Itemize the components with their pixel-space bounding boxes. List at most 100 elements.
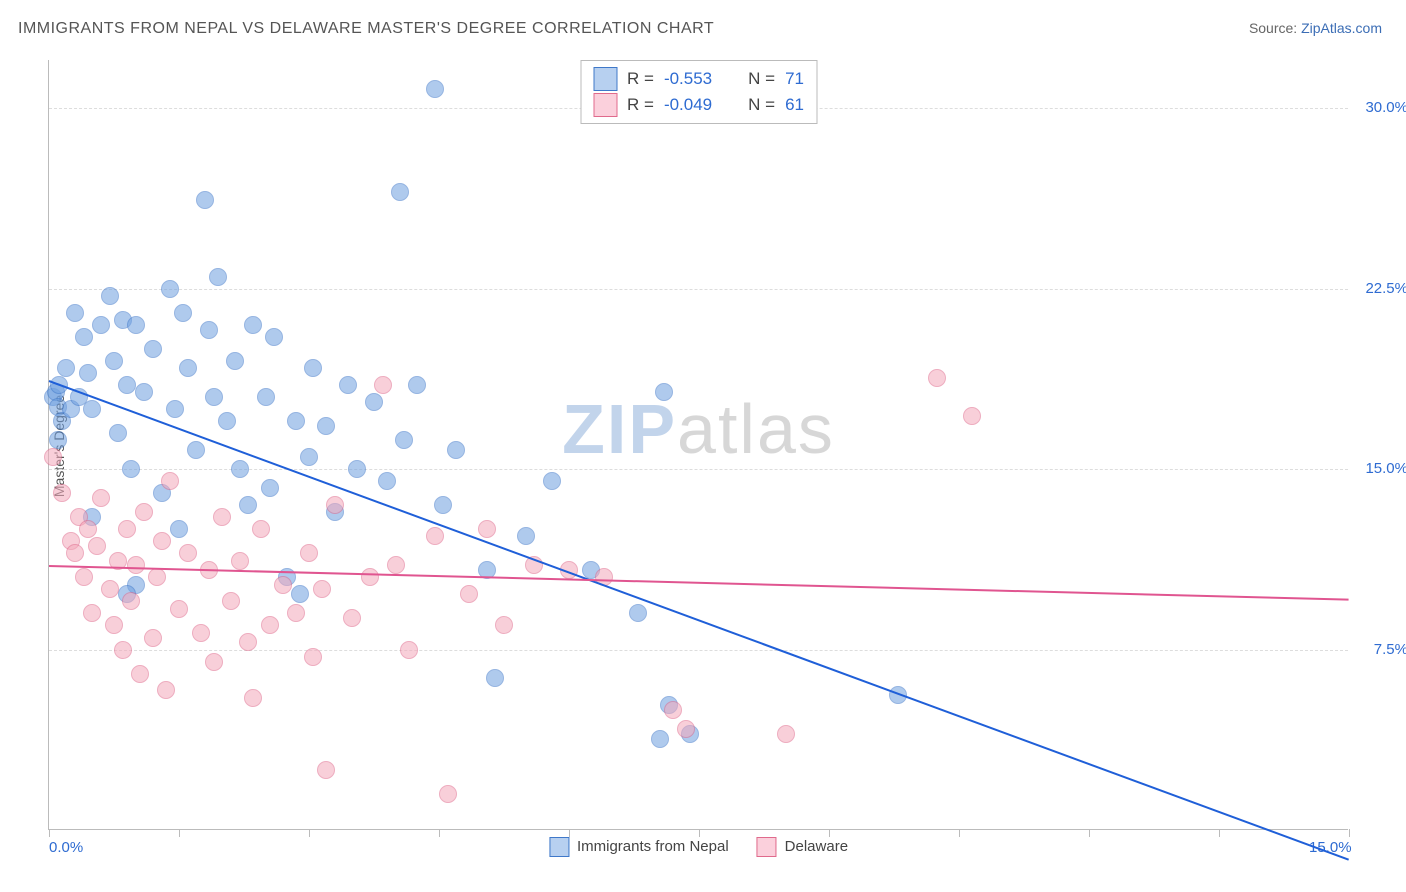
- data-point: [348, 460, 366, 478]
- data-point: [274, 576, 292, 594]
- chart-title: IMMIGRANTS FROM NEPAL VS DELAWARE MASTER…: [18, 20, 714, 38]
- data-point: [79, 520, 97, 538]
- data-point: [629, 604, 647, 622]
- x-tick: [1349, 829, 1350, 837]
- data-point: [118, 520, 136, 538]
- data-point: [196, 191, 214, 209]
- data-point: [339, 376, 357, 394]
- data-point: [460, 585, 478, 603]
- data-point: [101, 287, 119, 305]
- data-point: [439, 785, 457, 803]
- data-point: [92, 316, 110, 334]
- legend-item: Immigrants from Nepal: [549, 837, 729, 857]
- watermark: ZIPatlas: [562, 389, 835, 469]
- data-point: [127, 556, 145, 574]
- source-label: Source: ZipAtlas.com: [1249, 20, 1382, 36]
- data-point: [261, 479, 279, 497]
- legend-swatch: [593, 93, 617, 117]
- data-point: [408, 376, 426, 394]
- legend-item: Delaware: [757, 837, 848, 857]
- data-point: [326, 496, 344, 514]
- legend-stat-row: R = -0.049N = 61: [593, 93, 804, 117]
- data-point: [92, 489, 110, 507]
- data-point: [374, 376, 392, 394]
- x-tick: [49, 829, 50, 837]
- data-point: [963, 407, 981, 425]
- data-point: [777, 725, 795, 743]
- data-point: [144, 629, 162, 647]
- n-value: 71: [785, 69, 804, 89]
- data-point: [317, 761, 335, 779]
- y-tick-label: 22.5%: [1353, 280, 1406, 297]
- data-point: [75, 568, 93, 586]
- data-point: [105, 352, 123, 370]
- data-point: [109, 424, 127, 442]
- data-point: [378, 472, 396, 490]
- data-point: [205, 388, 223, 406]
- data-point: [222, 592, 240, 610]
- data-point: [66, 304, 84, 322]
- data-point: [44, 448, 62, 466]
- data-point: [365, 393, 383, 411]
- data-point: [928, 369, 946, 387]
- data-point: [213, 508, 231, 526]
- legend-label: Delaware: [785, 838, 848, 855]
- source-prefix: Source:: [1249, 20, 1301, 36]
- data-point: [257, 388, 275, 406]
- data-point: [122, 460, 140, 478]
- data-point: [304, 359, 322, 377]
- data-point: [148, 568, 166, 586]
- data-point: [75, 328, 93, 346]
- r-label: R =: [627, 95, 654, 115]
- data-point: [231, 552, 249, 570]
- n-label: N =: [748, 95, 775, 115]
- data-point: [287, 604, 305, 622]
- data-point: [105, 616, 123, 634]
- data-point: [66, 544, 84, 562]
- data-point: [131, 665, 149, 683]
- data-point: [179, 359, 197, 377]
- data-point: [343, 609, 361, 627]
- y-tick-label: 7.5%: [1353, 641, 1406, 658]
- trend-line: [49, 565, 1349, 601]
- data-point: [101, 580, 119, 598]
- data-point: [300, 448, 318, 466]
- x-tick: [699, 829, 700, 837]
- legend-swatch: [757, 837, 777, 857]
- legend-stats: R = -0.553 N = 71 R = -0.049N = 61: [580, 60, 817, 124]
- x-tick: [309, 829, 310, 837]
- data-point: [387, 556, 405, 574]
- watermark-zip: ZIP: [562, 390, 677, 468]
- data-point: [252, 520, 270, 538]
- y-tick-label: 15.0%: [1353, 460, 1406, 477]
- data-point: [400, 641, 418, 659]
- data-point: [83, 604, 101, 622]
- data-point: [291, 585, 309, 603]
- data-point: [231, 460, 249, 478]
- legend-series: Immigrants from Nepal Delaware: [549, 837, 848, 857]
- y-tick-label: 30.0%: [1353, 99, 1406, 116]
- data-point: [395, 431, 413, 449]
- data-point: [244, 316, 262, 334]
- gridline: [49, 289, 1348, 290]
- data-point: [517, 527, 535, 545]
- data-point: [192, 624, 210, 642]
- source-link[interactable]: ZipAtlas.com: [1301, 20, 1382, 36]
- data-point: [166, 400, 184, 418]
- data-point: [244, 689, 262, 707]
- data-point: [313, 580, 331, 598]
- x-tick-label: 0.0%: [49, 839, 83, 856]
- data-point: [122, 592, 140, 610]
- data-point: [447, 441, 465, 459]
- r-value: -0.553: [664, 69, 712, 89]
- data-point: [174, 304, 192, 322]
- x-tick: [829, 829, 830, 837]
- data-point: [57, 359, 75, 377]
- x-tick: [959, 829, 960, 837]
- data-point: [265, 328, 283, 346]
- data-point: [209, 268, 227, 286]
- trend-line: [49, 380, 1350, 861]
- data-point: [651, 730, 669, 748]
- data-point: [161, 280, 179, 298]
- data-point: [170, 600, 188, 618]
